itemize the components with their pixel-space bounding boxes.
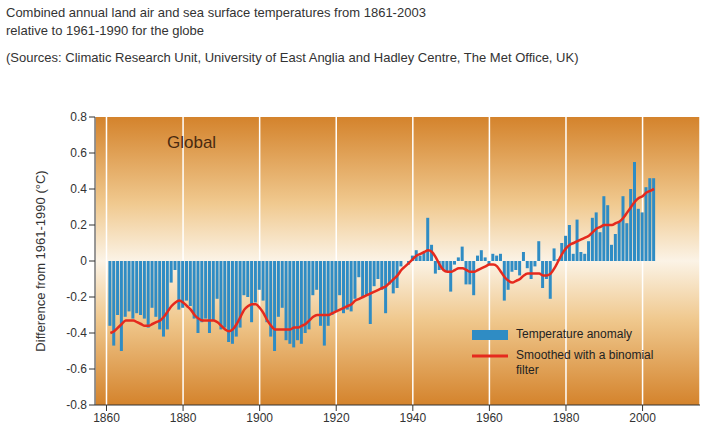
svg-text:0.2: 0.2 xyxy=(70,218,87,232)
svg-text:0: 0 xyxy=(80,254,87,268)
html-text:relative to 1961-1990 for the: relative to 1961-1990 for the globe xyxy=(6,23,204,38)
svg-text:0.4: 0.4 xyxy=(70,182,87,196)
html-text:Global: Global xyxy=(167,133,217,152)
svg-text:-0.6: -0.6 xyxy=(66,362,87,376)
svg-text:-0.4: -0.4 xyxy=(66,326,87,340)
svg-text:0.8: 0.8 xyxy=(70,110,87,124)
svg-text:1980: 1980 xyxy=(553,411,580,425)
svg-text:1900: 1900 xyxy=(246,411,273,425)
svg-text:1940: 1940 xyxy=(399,411,426,425)
svg-text:-0.2: -0.2 xyxy=(66,290,87,304)
svg-text:0.6: 0.6 xyxy=(70,146,87,160)
html-text:Temperature anomaly: Temperature anomaly xyxy=(516,327,633,341)
html-text:Difference from 1961-1990 (°C): Difference from 1961-1990 (°C) xyxy=(32,170,48,352)
svg-text:1960: 1960 xyxy=(476,411,503,425)
svg-text:2000: 2000 xyxy=(629,411,656,425)
svg-text:-0.8: -0.8 xyxy=(66,398,87,412)
svg-text:1860: 1860 xyxy=(93,411,120,425)
html-text:Smoothed with a binomial filte: Smoothed with a binomial filter xyxy=(516,348,654,377)
html-text:(Sources: Climatic Research Un: (Sources: Climatic Research Unit, Univer… xyxy=(6,50,579,65)
svg-text:1920: 1920 xyxy=(323,411,350,425)
svg-text:1880: 1880 xyxy=(170,411,197,425)
html-text:Combined annual land air and s: Combined annual land air and sea surface… xyxy=(6,5,426,20)
